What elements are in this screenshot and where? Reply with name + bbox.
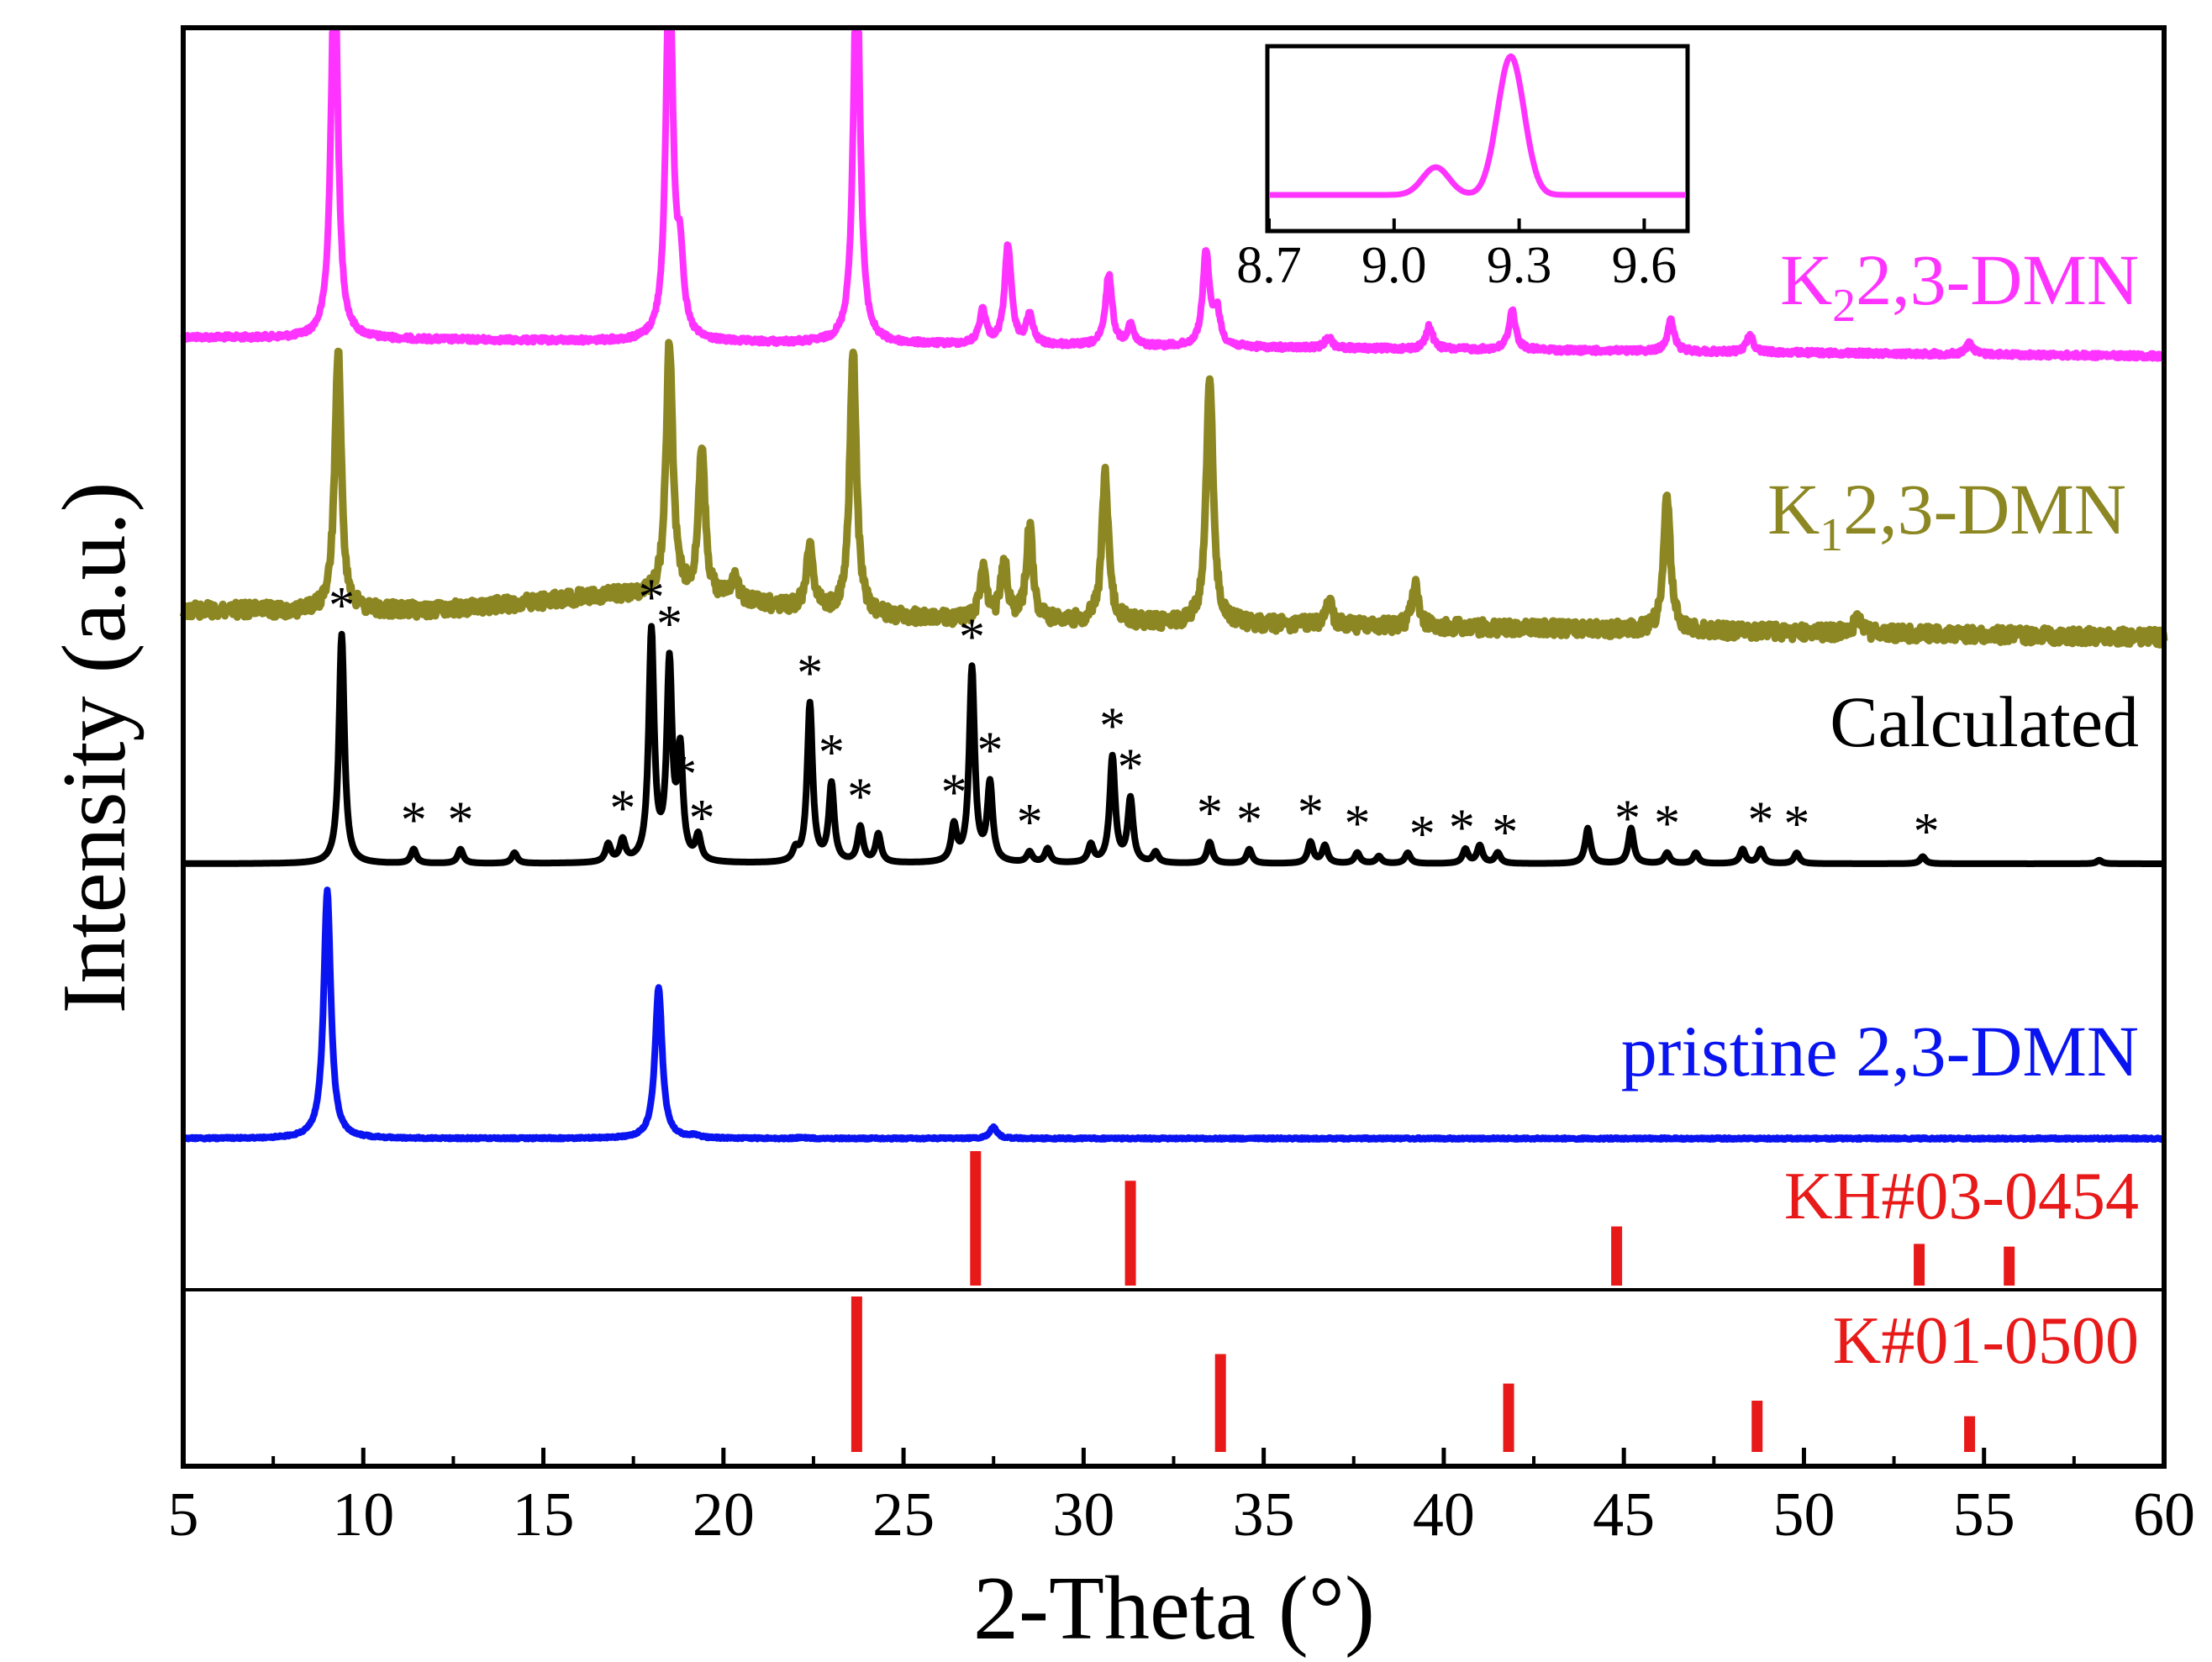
x-axis: 5 10 15 20 25 30 35 40 45 50 55 60 [168, 1448, 2195, 1549]
calculated-peak-marker: * [1748, 792, 1774, 849]
calculated-peak-marker: * [1099, 698, 1125, 755]
calculated-peak-marker: * [1118, 739, 1144, 797]
calculated-peak-marker: * [1614, 791, 1641, 848]
calculated-peak-marker: * [1345, 796, 1371, 853]
series-label-k1: K12,3-DMN [1767, 469, 2126, 561]
calculated-peak-marker: * [656, 596, 682, 653]
x-tick-label: 60 [2133, 1481, 2195, 1549]
x-tick-label: 30 [1052, 1481, 1114, 1549]
inset-x-tick-label: 9.6 [1612, 237, 1677, 294]
trace-pristine [180, 886, 2167, 1143]
traces-layer [179, 28, 2168, 1143]
inset-x-tick-label: 9.0 [1361, 237, 1427, 294]
calculated-peak-marker: * [671, 746, 697, 803]
calculated-peak-marker: * [329, 577, 355, 634]
x-tick-label: 45 [1593, 1481, 1655, 1549]
calculated-peak-marker: * [689, 790, 715, 847]
x-tick-label: 40 [1413, 1481, 1475, 1549]
x-tick-label: 50 [1772, 1481, 1835, 1549]
inset-x-tick-label: 9.3 [1487, 237, 1552, 294]
x-tick-label: 10 [332, 1481, 394, 1549]
x-tick-label: 25 [872, 1481, 935, 1549]
series-label-k2: K22,3-DMN [1780, 239, 2139, 332]
calculated-peak-marker: * [1492, 804, 1518, 861]
reference-lines-layer [851, 1151, 2015, 1452]
calculated-peak-marker: * [941, 764, 967, 821]
calculated-peak-marker: * [447, 792, 473, 849]
trace-calculated [180, 623, 2167, 867]
inset-zoom: 8.7 9.0 9.3 9.6 [1236, 44, 1690, 294]
calculated-peak-marker: * [797, 645, 823, 702]
calculated-peak-marker: * [1783, 796, 1809, 853]
peak-markers-layer: ** * ******** ******* * * * * * * * * * * * [329, 569, 1940, 863]
reference-label-k: K#01-0500 [1833, 1304, 2139, 1378]
calculated-peak-marker: * [1236, 792, 1262, 849]
inset-x-tick-label: 8.7 [1236, 237, 1302, 294]
calculated-peak-marker: * [639, 569, 665, 626]
x-tick-label: 20 [693, 1481, 755, 1549]
x-axis-title: 2-Theta (°) [973, 1559, 1375, 1658]
x-tick-label: 5 [168, 1481, 199, 1549]
calculated-peak-marker: * [1654, 796, 1680, 853]
calculated-peak-marker: * [1197, 785, 1223, 842]
x-tick-label: 35 [1233, 1481, 1295, 1549]
reference-label-kh: KH#03-0454 [1784, 1160, 2139, 1233]
y-axis-title: Intensity (a.u.) [45, 482, 145, 1014]
calculated-peak-marker: * [959, 608, 985, 665]
x-tick-label: 55 [1953, 1481, 2015, 1549]
trace-k1 [179, 339, 2168, 649]
inset-x-axis: 8.7 9.0 9.3 9.6 [1236, 218, 1677, 294]
calculated-peak-marker: * [1017, 794, 1043, 851]
calculated-peak-marker: * [1914, 803, 1940, 860]
trace-k2 [180, 28, 2167, 362]
calculated-peak-marker: * [977, 722, 1003, 779]
calculated-peak-marker: * [847, 768, 873, 825]
calculated-peak-marker: * [401, 792, 427, 849]
calculated-peak-marker: * [1409, 806, 1435, 863]
x-tick-label: 15 [513, 1481, 575, 1549]
calculated-peak-marker: * [1449, 800, 1475, 857]
series-label-pristine: pristine 2,3-DMN [1621, 1011, 2139, 1091]
calculated-peak-marker: * [1298, 784, 1324, 841]
series-label-calculated: Calculated [1830, 681, 2139, 762]
calculated-peak-marker: * [819, 724, 845, 781]
inset-trace [1267, 53, 1688, 198]
inset-frame [1265, 44, 1690, 234]
calculated-peak-marker: * [609, 781, 635, 838]
